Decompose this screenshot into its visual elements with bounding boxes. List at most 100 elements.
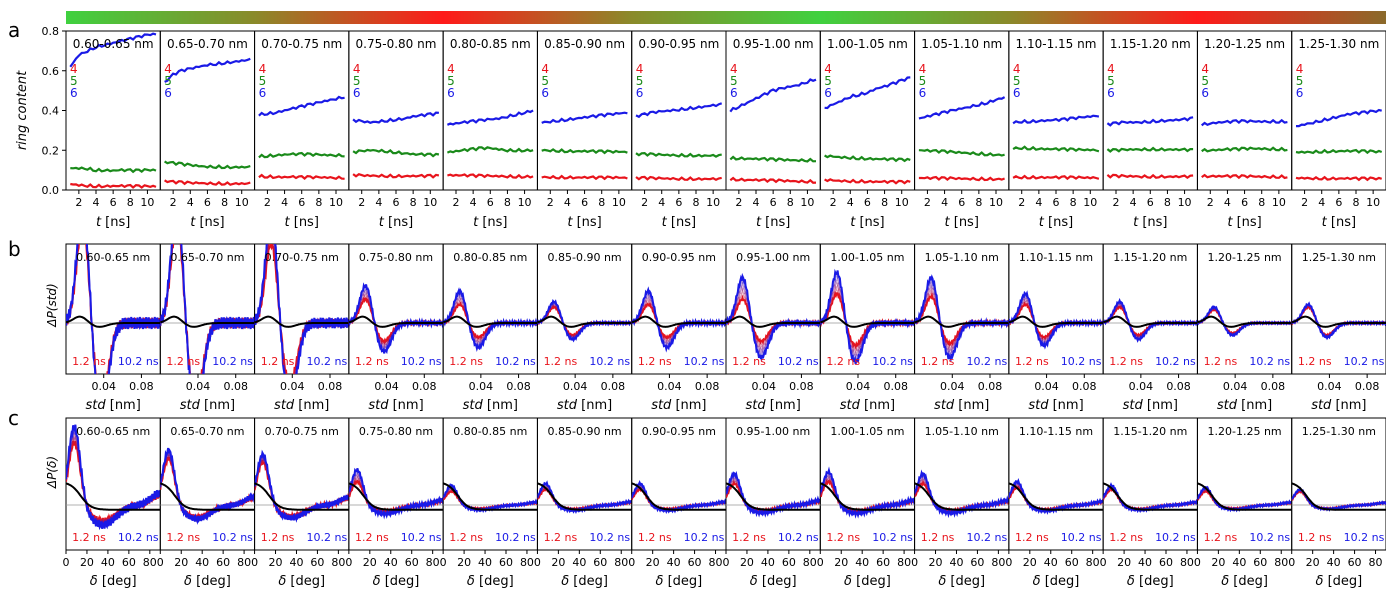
subplot: 0.95-1.00 nm 1.2 ns 10.2 ns 0 20 40 60 80 δ [deg… <box>723 417 821 589</box>
xlabel-a: t [ns] <box>567 215 601 230</box>
series-band <box>1291 486 1386 512</box>
legend-label: 6 <box>1013 86 1021 100</box>
legend-label: 6 <box>824 86 832 100</box>
xlabel-a-var: t <box>285 215 291 230</box>
xlabel-var: δ <box>561 574 569 589</box>
series-band <box>1103 297 1198 343</box>
series-band <box>914 274 1009 362</box>
xtick-label: 0 <box>911 556 918 569</box>
legend-label: 5 <box>447 74 455 88</box>
series-label-1-2ns: 1.2 ns <box>261 531 295 544</box>
series-label-10-2ns: 10.2 ns <box>495 531 536 544</box>
reference-line <box>254 315 349 328</box>
xtick-label: 0 <box>628 556 635 569</box>
series-line-r4 <box>1106 173 1194 180</box>
subplot-title: 0.70-0.75 nm <box>261 37 342 51</box>
xtick-label: 0.04 <box>751 380 776 393</box>
xlabel-unit: [deg] <box>569 574 608 589</box>
subplot: 0.65-0.70 nm 1.2 ns 10.2 ns 0 20 40 60 80 δ [deg… <box>157 417 256 589</box>
subplot-frame <box>1008 30 1104 191</box>
series-line-r6 <box>635 102 723 119</box>
series-line-r4 <box>70 182 157 189</box>
subplot-title: 0.60-0.65 nm <box>76 425 150 438</box>
reference-line <box>726 482 821 511</box>
series-label-1-2ns: 1.2 ns <box>355 531 389 544</box>
subplot-title: 1.15-1.20 nm <box>1110 37 1191 51</box>
legend-label: 5 <box>259 74 267 88</box>
curves <box>820 466 915 519</box>
subplot-title: 1.05-1.10 nm <box>925 251 999 264</box>
series-line-r6 <box>1012 114 1100 125</box>
xtick-label-a: 8 <box>1258 196 1265 209</box>
xtick-label: 40 <box>761 556 775 569</box>
xtick-label: 80 <box>520 556 534 569</box>
xlabel-a: t [ns] <box>190 215 224 230</box>
subplot-frame <box>1196 30 1293 191</box>
series-line-r4 <box>1012 174 1100 181</box>
series-label-1-2ns: 1.2 ns <box>449 531 483 544</box>
subplot-title: 1.10-1.15 nm <box>1019 425 1093 438</box>
series-label-10-2ns: 10.2 ns <box>307 355 348 368</box>
xtick-label-a: 2 <box>1207 196 1214 209</box>
curves <box>726 272 821 361</box>
xtick-label: 40 <box>384 556 398 569</box>
subplot: 1.05-1.10 nm 1.2 ns 10.2 ns 0 20 40 60 80 δ [deg… <box>911 417 1010 589</box>
xlabel: δ [deg] <box>1127 574 1174 589</box>
series-band <box>1103 486 1198 512</box>
xtick-label-a: 4 <box>1130 196 1137 209</box>
xtick-label-a: 2 <box>264 196 271 209</box>
xtick-label: 80 <box>237 556 251 569</box>
xtick-label-a: 2 <box>1301 196 1308 209</box>
xtick-label-a: 10 <box>235 196 249 209</box>
xlabel-unit: [deg] <box>1135 574 1174 589</box>
subplot-title: 0.60-0.65 nm <box>76 251 150 264</box>
legend-label: 5 <box>70 74 78 88</box>
reference-line <box>443 482 538 511</box>
xtick-label-a: 2 <box>358 196 365 209</box>
xtick-label: 0.08 <box>1166 380 1191 393</box>
xtick-label: 0 <box>251 556 258 569</box>
xtick-label-a: 10 <box>895 196 909 209</box>
subplot-frame <box>348 30 444 191</box>
series-label-10-2ns: 10.2 ns <box>1061 531 1102 544</box>
reference-line <box>631 482 726 511</box>
reference-line <box>914 482 1009 511</box>
subplot-title: 1.25-1.30 nm <box>1302 251 1376 264</box>
subplot-title: 0.95-1.00 nm <box>736 425 810 438</box>
xtick-label: 80 <box>614 556 628 569</box>
series-band <box>443 287 538 353</box>
xlabel-unit: [deg] <box>475 574 514 589</box>
xlabel-a-unit: [ns] <box>478 215 507 230</box>
xtick-label: 40 <box>1327 556 1341 569</box>
series-label-1-2ns: 1.2 ns <box>732 355 766 368</box>
subplot-title: 1.20-1.25 nm <box>1208 251 1282 264</box>
subplot: 1.05-1.10 nm 1.2 ns 10.2 ns0.04 0.08 std [nm… <box>914 243 1010 413</box>
reference-line <box>820 315 915 328</box>
reference-line <box>1197 315 1292 328</box>
series-label-10-2ns: 10.2 ns <box>967 531 1008 544</box>
reference-line <box>914 315 1009 328</box>
xtick-label-a: 4 <box>1224 196 1231 209</box>
legend-label: 4 <box>259 62 267 76</box>
reference-line <box>1008 315 1104 328</box>
curves <box>914 469 1009 519</box>
xlabel-a-unit: [ns] <box>1327 215 1356 230</box>
xtick-label: 80 <box>426 556 440 569</box>
xtick-label-a: 8 <box>1164 196 1171 209</box>
xtick-label-a: 8 <box>504 196 511 209</box>
legend-label: 4 <box>1107 62 1115 76</box>
subplot-title: 1.15-1.20 nm <box>1113 251 1187 264</box>
series-line-r5 <box>352 148 440 158</box>
xtick-label: 40 <box>195 556 209 569</box>
curves <box>537 480 632 514</box>
series-band <box>631 286 727 353</box>
series-label-1-2ns: 1.2 ns <box>261 355 295 368</box>
xtick-label: 0 <box>723 556 730 569</box>
reference-line <box>160 482 255 511</box>
xlabel-a-var: t <box>850 215 856 230</box>
xlabel: std [nm] <box>651 398 706 413</box>
series-line-r5 <box>729 155 817 163</box>
xlabel-unit: [nm] <box>766 398 801 413</box>
xlabel: δ [deg] <box>561 574 608 589</box>
xtick-label: 60 <box>122 556 136 569</box>
